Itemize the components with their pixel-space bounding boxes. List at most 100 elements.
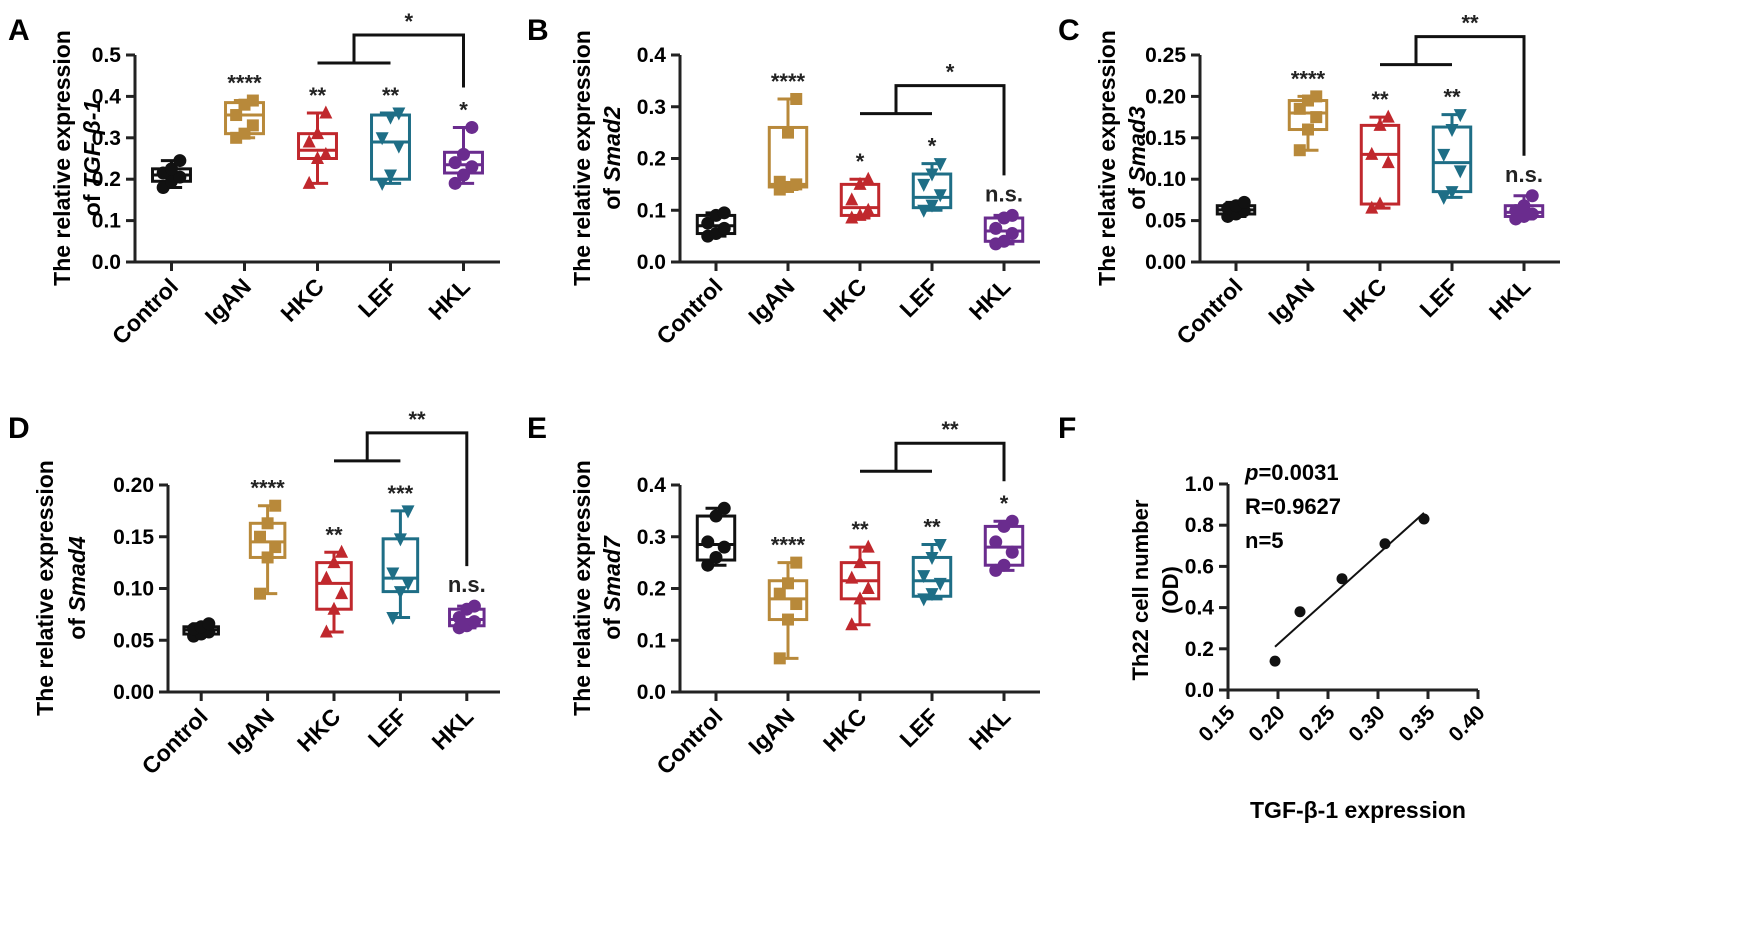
y-tick-label: 0.4 [637,474,667,497]
data-point [790,178,803,191]
significance-label: * [856,149,865,174]
y-tick-label: 0.20 [1145,85,1186,108]
data-point [393,586,407,600]
box-igan: **** [248,476,287,600]
data-point [319,105,333,119]
data-point [1381,155,1395,169]
data-point [1437,191,1451,205]
x-tick-label: 0.15 [1194,701,1239,746]
bracket-label: ** [408,407,426,432]
x-axis-title: TGF-β-1 expression [1250,797,1466,823]
data-point [261,551,274,564]
y-tick-label: 0.1 [92,210,122,233]
y-tick-label: 0.00 [113,681,154,704]
y-tick-label: 0.6 [1185,555,1214,578]
data-point [917,204,931,218]
data-point [311,126,324,140]
data-point [1381,109,1395,123]
comparison-bracket: ** [860,417,1006,482]
data-point [1293,144,1306,157]
data-point [1005,208,1019,222]
x-tick-label: LEF [894,703,943,752]
y-axis-title-line1: Th22 cell number [1128,499,1153,680]
box-hkl: * [443,97,484,190]
y-axis-title-line2: of Smad2 [599,106,625,210]
y-tick-label: 0.05 [113,629,154,652]
y-tick-label: 0.1 [637,199,667,222]
data-point [717,221,731,235]
data-point [853,591,867,605]
significance-label: n.s. [448,572,486,597]
y-tick-label: 0.15 [113,526,154,549]
data-point [1005,227,1019,241]
panel-a: A 0.0 0.1 0.2 0.3 0.4 0.5 The relative expressi… [8,9,500,349]
data-point [230,109,243,122]
box-hkc: ** [315,522,353,638]
data-point [384,169,397,183]
y-tick-label: 0.3 [637,526,666,549]
y-tick-label: 0.10 [113,578,154,601]
x-tick-label: LEF [894,273,943,322]
data-point [269,499,282,512]
data-point [1365,146,1379,160]
data-point [861,539,875,553]
y-tick-label: 0.0 [1185,679,1214,702]
x-tick-label: HKC [818,273,872,327]
y-axis-title-gene: Smad2 [599,106,625,182]
panel-b: B 0.0 0.1 0.2 0.3 0.4 The relative expression o… [527,14,1040,349]
data-point [997,234,1011,248]
y-axis-title-prefix: of [1124,182,1150,210]
box-igan: **** [767,69,809,196]
significance-label: **** [771,533,806,558]
fit-line [1274,512,1425,648]
significance-label: ** [1371,87,1389,112]
data-point [1294,606,1306,618]
data-point [845,617,859,631]
data-point [853,207,867,221]
comparison-bracket: ** [334,407,469,567]
data-point [1445,186,1459,200]
significance-label: **** [250,476,285,501]
data-point [302,134,316,148]
y-tick-label: 0.05 [1145,210,1186,233]
x-tick-label: LEF [353,273,402,322]
y-axis-title-line1: The relative expression [569,30,595,286]
y-tick-label: 0.4 [1185,597,1215,620]
data-point [261,517,274,530]
data-point [1525,207,1539,221]
box-hkc: * [839,149,881,224]
data-point [845,192,859,206]
data-point [989,535,1003,549]
data-point [773,175,786,188]
data-point [173,154,187,168]
data-point [933,189,947,203]
y-axis-title-line1: The relative expression [32,460,58,716]
data-point [457,147,470,161]
data-point [467,599,481,613]
data-point [246,119,259,132]
comparison-bracket: ** [1380,11,1526,156]
y-tick-label: 0.0 [637,251,666,274]
box-lef: ** [1431,85,1473,205]
y-tick-label: 0.3 [637,96,666,119]
y-axis-title-gene: Smad4 [64,536,90,612]
data-point [457,168,470,182]
data-point [392,140,406,154]
y-axis-title-line2: of Smad3 [1124,106,1150,210]
data-point [1310,111,1323,124]
data-point [861,581,875,594]
y-axis-title-gene: TGF-β-1 [79,100,105,188]
significance-label: n.s. [1505,162,1543,187]
data-point [709,509,723,523]
data-point [1336,573,1348,585]
data-point [319,146,333,160]
box-hkc: ** [839,517,881,631]
significance-label: ** [382,83,400,108]
data-point [311,151,324,164]
x-tick-label: 0.30 [1344,701,1389,746]
data-point [861,202,875,216]
data-point [1237,195,1251,209]
box-igan: **** [224,71,265,144]
y-axis-title-prefix: of [599,182,625,210]
